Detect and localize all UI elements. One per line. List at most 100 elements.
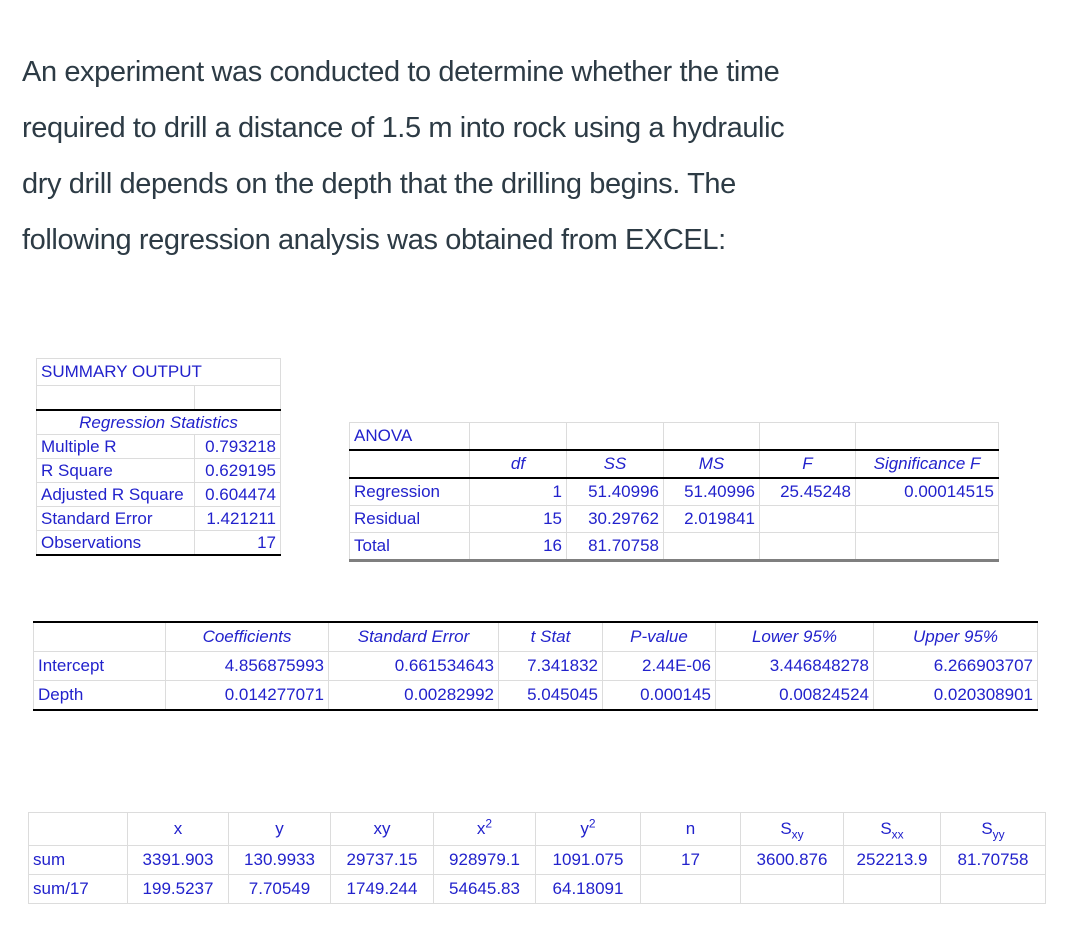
anova-header-significance-f: Significance F [855,449,999,479]
header-subscript: xy [791,827,804,842]
header-lower-95: Lower 95% [715,621,874,652]
anova-table: ANOVA df SS MS F Significance F Regressi… [349,422,999,562]
cell-value: 51.40996 [663,477,760,506]
regression-statistics-header: Regression Statistics [35,409,282,435]
header-n: n [640,812,741,846]
header-subscript: yy [992,827,1005,842]
sums-row-sum-div-17: sum/17 199.5237 7.70549 1749.244 54645.8… [28,874,1046,904]
cell-value: 0.00014515 [855,477,999,506]
cell-value [640,874,741,904]
cell-value: 1091.075 [535,845,641,875]
header-sxy: Sxy [740,812,844,846]
anova-title: ANOVA [349,422,470,451]
anova-row-total: Total 16 81.70758 [349,532,999,562]
anova-header-f: F [759,449,856,479]
stat-label: Multiple R [36,434,195,459]
cell-value: 15 [469,505,567,533]
cell-value [940,874,1046,904]
empty-cell [28,812,128,846]
cell-value: 17 [640,845,741,875]
empty-cell [33,621,166,652]
header-superscript: 2 [588,816,596,831]
header-base: S [780,819,792,838]
header-t-stat: t Stat [498,621,603,652]
empty-cell [663,422,760,451]
cell-value: 0.020308901 [873,680,1038,711]
cell-value [843,874,941,904]
cell-value: 54645.83 [433,874,536,904]
cell-value: 2.019841 [663,505,760,533]
row-label: sum [28,845,128,875]
stat-value: 0.793218 [193,434,282,459]
stat-label: Adjusted R Square [36,482,195,507]
anova-row-regression: Regression 1 51.40996 51.40996 25.45248 … [349,477,999,506]
empty-cell [469,422,567,451]
header-syy: Syy [940,812,1046,846]
row-label: Intercept [33,651,166,681]
header-x: x [127,812,229,846]
header-base: S [880,819,892,838]
cell-value [855,532,999,562]
summary-output-table: SUMMARY OUTPUT Regression Statistics Mul… [35,358,282,556]
cell-value: 928979.1 [433,845,536,875]
row-label: sum/17 [28,874,128,904]
empty-cell [36,385,195,411]
header-superscript: 2 [485,816,493,831]
header-coefficients: Coefficients [165,621,329,652]
cell-value [759,505,856,533]
cell-value: 130.9933 [228,845,331,875]
header-p-value: P-value [602,621,716,652]
anova-header-df: df [469,449,567,479]
empty-cell [566,422,664,451]
stat-value: 0.629195 [193,458,282,483]
cell-value: 16 [469,532,567,562]
cell-value: 4.856875993 [165,651,329,681]
coefficients-row-intercept: Intercept 4.856875993 0.661534643 7.3418… [33,651,1038,681]
anova-header-ss: SS [566,449,664,479]
cell-value: 5.045045 [498,680,603,711]
stat-label: Observations [36,530,195,556]
problem-statement: An experiment was conducted to determine… [22,56,785,256]
cell-value: 0.00824524 [715,680,874,711]
stat-value: 17 [193,530,282,556]
summary-title-row: SUMMARY OUTPUT [35,358,282,386]
coefficients-row-depth: Depth 0.014277071 0.00282992 5.045045 0.… [33,680,1038,711]
cell-value: 3.446848278 [715,651,874,681]
cell-value: 3600.876 [740,845,844,875]
stat-value: 1.421211 [193,506,282,531]
anova-header-ms: MS [663,449,760,479]
cell-value: 30.29762 [566,505,664,533]
summary-section-row: Regression Statistics [35,409,282,435]
header-standard-error: Standard Error [328,621,499,652]
stat-label: R Square [36,458,195,483]
summary-row-r-square: R Square 0.629195 [36,458,282,483]
sums-header-row: x y xy x2 y2 n Sxy Sxx Syy [28,812,1046,846]
summary-row-multiple-r: Multiple R 0.793218 [36,434,282,459]
cell-value [759,532,856,562]
empty-cell [759,422,856,451]
header-base: S [981,819,993,838]
row-label: Depth [33,680,166,711]
cell-value: 1749.244 [330,874,434,904]
empty-cell [349,449,470,479]
anova-title-row: ANOVA [349,422,999,451]
stat-label: Standard Error [36,506,195,531]
cell-value: 0.661534643 [328,651,499,681]
summary-row-standard-error: Standard Error 1.421211 [36,506,282,531]
cell-value: 0.00282992 [328,680,499,711]
header-base: y [580,819,589,838]
sums-table: x y xy x2 y2 n Sxy Sxx Syy sum 3391.903 … [28,812,1046,904]
summary-row-observations: Observations 17 [36,530,282,556]
header-subscript: xx [891,827,904,842]
row-label: Residual [349,505,470,533]
header-xy: xy [330,812,434,846]
cell-value: 51.40996 [566,477,664,506]
header-sxx: Sxx [843,812,941,846]
cell-value: 2.44E-06 [602,651,716,681]
anova-row-residual: Residual 15 30.29762 2.019841 [349,505,999,533]
cell-value: 199.5237 [127,874,229,904]
cell-value: 6.266903707 [873,651,1038,681]
cell-value: 7.341832 [498,651,603,681]
header-upper-95: Upper 95% [873,621,1038,652]
